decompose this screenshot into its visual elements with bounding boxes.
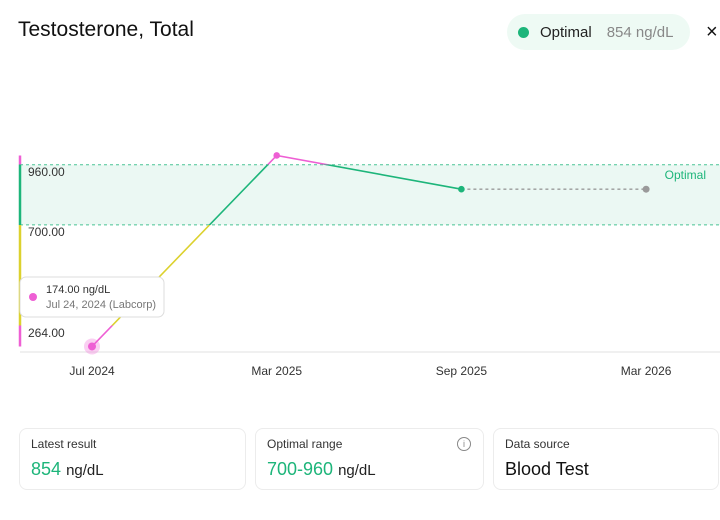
- forecast-point: [642, 185, 650, 193]
- status: Optimal: [540, 23, 592, 41]
- tooltip: [19, 276, 165, 318]
- card-label: Optimal range: [267, 437, 343, 451]
- tooltip-value: 174.00 ng/dL: [46, 284, 110, 296]
- x-tick-label: Mar 2026: [621, 364, 672, 378]
- card-label: Latest result: [31, 437, 97, 451]
- info-icon[interactable]: i: [457, 437, 471, 451]
- optimal-band: [20, 164, 720, 225]
- y-tick-label: 960.00: [28, 165, 65, 179]
- status-value: 854 ng/dL: [606, 23, 674, 41]
- chart: Optimal 264.00 700.00 960.00 Jul 2024 Mar 202…: [18, 152, 720, 378]
- tooltip-dot: [29, 293, 37, 301]
- card-value: 700-960: [267, 459, 334, 479]
- tooltip-detail: Jul 24, 2024 (Labcorp): [46, 299, 156, 311]
- status-dot: [518, 26, 529, 38]
- card-label: Data source: [505, 437, 570, 451]
- card-value: Blood Test: [505, 459, 589, 479]
- point: [458, 185, 465, 193]
- title: Testosterone, Total: [18, 18, 194, 41]
- card-value: 854: [31, 459, 62, 479]
- x-tick-label: Mar 2025: [251, 364, 302, 378]
- card: Latest result 854 ng/dL: [19, 428, 246, 490]
- card-unit: ng/dL: [66, 462, 104, 479]
- y-tick-label: 264.00: [28, 326, 65, 340]
- x-tick-label: Sep 2025: [436, 364, 488, 378]
- band-label: Optimal: [665, 168, 706, 182]
- status-badge: Optimal 854 ng/dL: [507, 14, 690, 50]
- point: [273, 152, 281, 159]
- card: Optimal range i 700-960 ng/dL: [255, 428, 484, 490]
- close-button[interactable]: ×: [706, 21, 718, 43]
- point: [88, 342, 96, 351]
- y-tick-label: 700.00: [28, 225, 65, 239]
- x-tick-label: Jul 2024: [69, 364, 115, 378]
- card-unit: ng/dL: [338, 462, 376, 479]
- card: Data source Blood Test: [493, 428, 719, 490]
